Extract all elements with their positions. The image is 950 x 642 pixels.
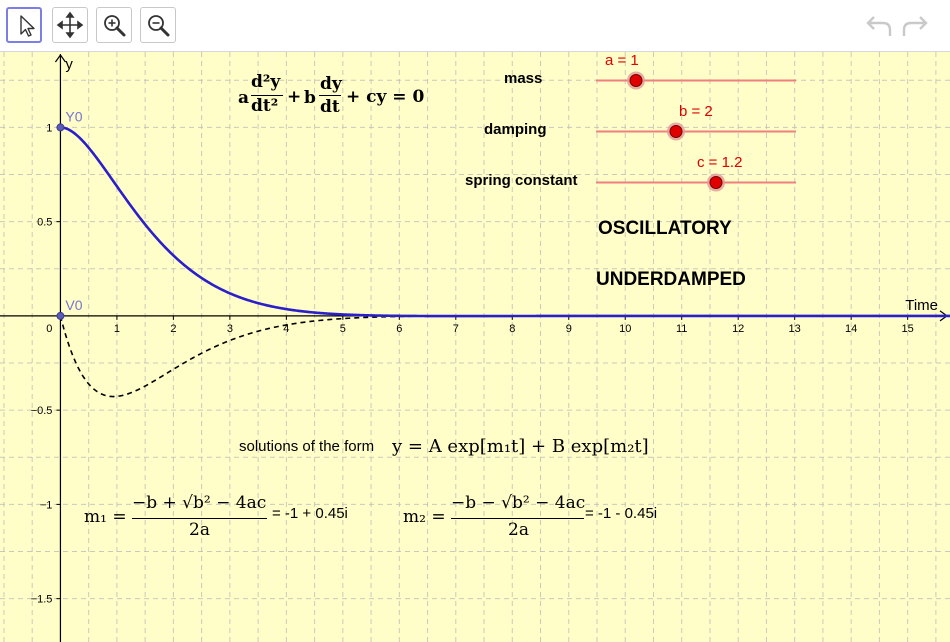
- m1-value: = -1 + 0.45i: [272, 505, 348, 522]
- damping-status: UNDERDAMPED: [596, 269, 746, 290]
- x-tick-label: 8: [509, 323, 515, 335]
- m2-name: m₂ =: [403, 507, 446, 527]
- undo-icon: [862, 16, 896, 45]
- equation-coef-a: a: [238, 88, 250, 108]
- oscillation-status: OSCILLATORY: [598, 218, 732, 239]
- x-tick-label: 14: [845, 323, 857, 335]
- y-axis-label: y: [65, 56, 73, 73]
- x-tick-label: 10: [619, 323, 631, 335]
- m2-formula: m₂ = −b − √b² − 4ac 2a = -1 - 0.45i: [403, 490, 693, 542]
- x-tick-label: 1: [114, 323, 120, 335]
- y-tick-label: 0.5: [37, 217, 52, 229]
- y-axis-arrow: [54, 53, 66, 63]
- slider-thumb-1[interactable]: [669, 125, 683, 138]
- equation-dt: dt: [320, 97, 340, 117]
- x-tick-label: 3: [227, 323, 233, 335]
- origin-label: 0: [46, 323, 52, 335]
- x-axis-label: Time: [905, 297, 938, 314]
- y-tick-label: −1: [40, 499, 53, 511]
- zoom-out-button[interactable]: [140, 7, 176, 43]
- slider-label-mass: mass: [504, 70, 543, 87]
- x-tick-label: 2: [170, 323, 176, 335]
- equation-tail: + cy = 0: [346, 87, 425, 107]
- x-tick-label: 15: [902, 323, 914, 335]
- solution-curve[interactable]: [60, 126, 950, 318]
- point-v0[interactable]: [56, 311, 65, 320]
- undo-button[interactable]: [862, 12, 896, 42]
- point-label-v0: V0: [65, 297, 82, 313]
- slider-thumb-2[interactable]: [709, 176, 723, 189]
- slider-value-a: a = 1: [605, 52, 639, 69]
- move-tool-button[interactable]: [6, 7, 42, 43]
- slider-label-spring-constant: spring constant: [465, 172, 578, 189]
- equation-coef-b: b: [304, 88, 316, 108]
- m1-name: m₁ =: [84, 507, 127, 527]
- fraction-bar: [451, 518, 584, 519]
- x-tick-label: 6: [396, 323, 402, 335]
- x-tick-label: 13: [789, 323, 801, 335]
- solutions-intro: solutions of the form: [239, 438, 375, 455]
- y-tick-label: −0.5: [31, 405, 53, 417]
- equation-plus: +: [287, 87, 302, 107]
- fraction-bar: [319, 95, 341, 96]
- x-tick-label: 4: [283, 323, 289, 335]
- slider-thumb-0[interactable]: [629, 74, 643, 87]
- x-tick-label: 12: [732, 323, 744, 335]
- m1-numerator: −b + √b² − 4ac: [132, 493, 267, 513]
- graph-canvas[interactable]: 1 2 3 4 5 6 7 8 9 10 11 12 13 14 1510.5−0.5−1−1.50Time…: [0, 52, 950, 642]
- zoom-in-button[interactable]: [96, 7, 132, 43]
- slider-label-damping: damping: [484, 121, 547, 138]
- m1-denominator: 2a: [189, 520, 210, 540]
- m1-formula: m₁ = −b + √b² − 4ac 2a = -1 + 0.45i: [84, 490, 374, 542]
- move-graphics-view-button[interactable]: [52, 7, 88, 43]
- slider-value-c: c = 1.2: [697, 154, 743, 171]
- graphics-view[interactable]: 1 2 3 4 5 6 7 8 9 10 11 12 13 14 15 1 0.5 −0.5 −1 −1.5 0 Time…: [0, 52, 950, 642]
- redo-button[interactable]: [898, 12, 932, 42]
- y-tick-label: 1: [46, 122, 52, 134]
- m2-numerator: −b − √b² − 4ac: [451, 493, 586, 513]
- m2-value: = -1 - 0.45i: [585, 505, 658, 522]
- x-tick-label: 9: [566, 323, 572, 335]
- x-tick-label: 11: [676, 323, 687, 335]
- solutions-form: y = A exp[m₁t] + B exp[m₂t]: [392, 436, 649, 457]
- equation-dy: dy: [320, 74, 342, 94]
- velocity-curve[interactable]: [59, 315, 950, 398]
- point-label-y0: Y0: [65, 108, 82, 124]
- point-y0[interactable]: [56, 123, 65, 132]
- fraction-bar: [132, 518, 267, 519]
- slider-value-b: b = 2: [679, 103, 713, 120]
- y-tick-label: −1.5: [31, 594, 53, 606]
- equation-d2y: d²y: [251, 72, 281, 92]
- m2-denominator: 2a: [508, 520, 529, 540]
- redo-icon: [898, 16, 932, 45]
- x-tick-label: 7: [453, 323, 459, 335]
- fraction-bar: [251, 95, 283, 96]
- equation-dt2: dt²: [251, 96, 279, 116]
- x-tick-label: 5: [340, 323, 346, 335]
- toolbar: [0, 0, 950, 52]
